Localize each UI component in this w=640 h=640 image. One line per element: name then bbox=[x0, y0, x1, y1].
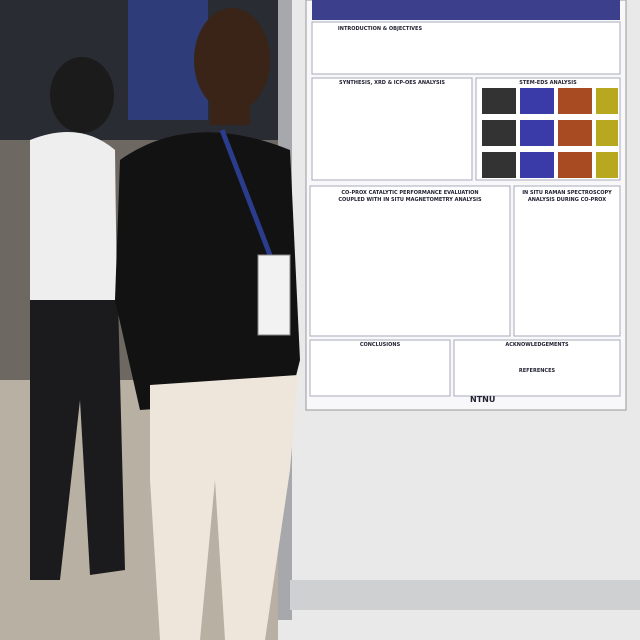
poster-header bbox=[312, 0, 620, 20]
section-title: ANALYSIS DURING CO-PROX bbox=[528, 197, 606, 203]
section-title: ACKNOWLEDGEMENTS bbox=[505, 342, 569, 348]
section-title: CO-PROX CATALYTIC PERFORMANCE EVALUATION bbox=[341, 190, 478, 196]
trousers bbox=[150, 375, 298, 640]
image bbox=[596, 120, 618, 146]
lanyard bbox=[219, 129, 273, 256]
image bbox=[520, 120, 554, 146]
neck bbox=[210, 100, 250, 125]
shirt bbox=[115, 132, 300, 410]
hair bbox=[50, 57, 114, 133]
image bbox=[596, 88, 618, 114]
image bbox=[482, 120, 516, 146]
image bbox=[558, 152, 592, 178]
image bbox=[596, 152, 618, 178]
poster: INTRODUCTION & OBJECTIVES SYNTHESIS, XRD… bbox=[305, 0, 627, 411]
person bbox=[115, 8, 300, 640]
image bbox=[558, 88, 592, 114]
image bbox=[520, 88, 554, 114]
section-title: CONCLUSIONS bbox=[360, 342, 401, 348]
image bbox=[520, 152, 554, 178]
panel bbox=[309, 185, 511, 337]
background-person bbox=[30, 57, 125, 580]
panel bbox=[453, 339, 621, 397]
image bbox=[482, 152, 516, 178]
logo: NTNU bbox=[470, 395, 495, 404]
section-title: INTRODUCTION & OBJECTIVES bbox=[338, 26, 423, 32]
stem-images bbox=[482, 88, 618, 178]
section-title: SYNTHESIS, XRD & ICP-OES ANALYSIS bbox=[339, 80, 445, 86]
panel bbox=[311, 21, 621, 75]
panel bbox=[513, 185, 621, 337]
trousers bbox=[30, 300, 125, 580]
board-base bbox=[290, 580, 640, 610]
badge bbox=[257, 254, 291, 336]
section-title: IN SITU RAMAN SPECTROSCOPY bbox=[522, 190, 612, 196]
head bbox=[194, 8, 270, 112]
panel bbox=[309, 339, 451, 397]
section-title: STEM-EDS ANALYSIS bbox=[519, 80, 577, 86]
section-title: REFERENCES bbox=[519, 368, 556, 374]
image bbox=[558, 120, 592, 146]
section-title: COUPLED WITH IN SITU MAGNETOMETRY ANALYS… bbox=[338, 197, 482, 203]
image bbox=[482, 88, 516, 114]
panel bbox=[311, 77, 473, 181]
